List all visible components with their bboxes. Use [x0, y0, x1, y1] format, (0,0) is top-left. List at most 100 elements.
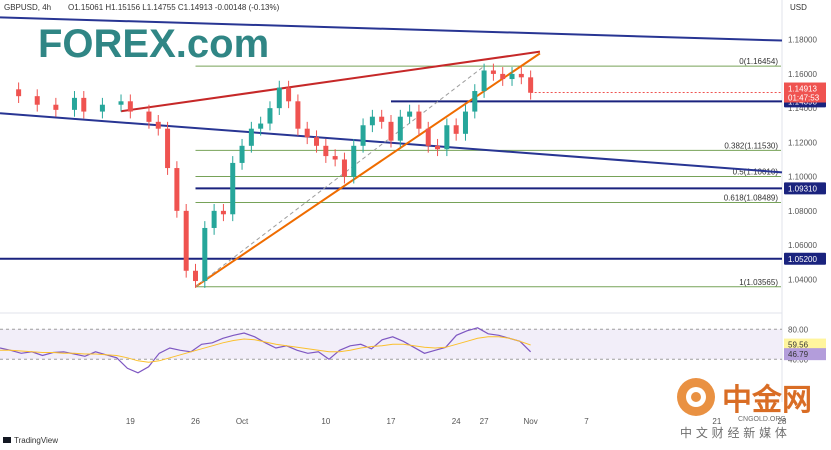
time-tick-label: Nov [524, 417, 538, 426]
support-price-label: 1.05200 [788, 255, 817, 264]
countdown-label: 01:47:53 [788, 94, 820, 103]
time-tick-label: 7 [584, 417, 589, 426]
candle-body [174, 168, 180, 211]
candle-body [379, 116, 385, 122]
candle-body [258, 123, 264, 129]
candle-body [509, 73, 515, 80]
candle-body [165, 128, 171, 169]
main-pane: 1.18000 1.16000 1.14000 1.12000 1.10000 1.080… [0, 0, 826, 426]
currency-label: USD [790, 3, 807, 12]
price-tick-label: 1.18000 [788, 36, 817, 45]
candle-body [351, 145, 357, 177]
time-tick-label: 28 [778, 417, 787, 426]
candle-body [248, 128, 254, 146]
candle-body [146, 111, 152, 122]
candle-body [183, 210, 189, 271]
fib-level-label: 0.618(1.08489) [724, 193, 779, 202]
rsi-tick-label: 80.00 [788, 325, 809, 334]
trendline-orange-support [194, 52, 541, 288]
cngold-sub-text: 中 文 财 经 新 媒 体 [680, 425, 787, 440]
cngold-logo: 中金网 CNGOLD.ORG 中 文 财 经 新 媒 体 [677, 378, 812, 440]
tradingview-brand: TradingView [14, 436, 58, 445]
time-tick-label: 24 [452, 417, 461, 426]
fib-level-label: 0.5(1.10010) [733, 167, 779, 176]
rsi-line [0, 327, 532, 374]
candle-body [528, 77, 534, 93]
candle-body [500, 73, 506, 80]
candle-body [397, 116, 403, 141]
fib-level-label: 0.382(1.11530) [724, 141, 778, 150]
time-tick-label: 10 [321, 417, 330, 426]
candle-body [230, 162, 236, 215]
rsi-ma-value: 59.56 [788, 341, 809, 350]
ohlc-label: O1.15061 H1.15156 L1.14755 C1.14913 -0.0… [68, 3, 280, 12]
candle-body [481, 70, 487, 92]
time-tick-label: Oct [236, 417, 249, 426]
time-tick-label: 26 [191, 417, 200, 426]
candle-body [444, 125, 450, 150]
candle-body [239, 145, 245, 163]
fib-level-label: 0(1.16454) [739, 57, 778, 66]
tradingview-icon [3, 437, 11, 443]
support-price-label: 1.09310 [788, 184, 817, 193]
candle-body [518, 73, 524, 78]
fib-anchor-line [195, 65, 485, 288]
price-tick-label: 1.10000 [788, 173, 817, 182]
time-tick-label: 21 [712, 417, 721, 426]
rsi-ma-tag [784, 338, 826, 351]
rsi-ma-line [0, 336, 531, 363]
candle-body [490, 70, 496, 74]
candle-body [332, 156, 338, 160]
price-tick-label: 1.04000 [788, 275, 817, 284]
price-tick-label: 1.14000 [788, 104, 817, 113]
candle-body [472, 91, 478, 112]
trendline-red-resistance [120, 50, 541, 113]
candle-body [407, 111, 413, 117]
candle-body [267, 108, 273, 124]
candle-body [388, 121, 394, 141]
forex-logo: FOREX.com [38, 22, 269, 66]
candle-body [202, 227, 208, 282]
candle-body [118, 101, 124, 105]
candle-body [34, 96, 40, 105]
candle-body [323, 145, 329, 157]
candle-body [314, 137, 320, 146]
cngold-url-text: CNGOLD.ORG [738, 416, 786, 423]
rsi-value-tag [784, 348, 826, 361]
cngold-main-text: 中金网 [722, 383, 812, 418]
current-price-tag [784, 82, 826, 103]
trendline-upper-blue [0, 16, 783, 42]
watermark-layer: FOREX.com 中金网 CNGOLD.ORG 中 文 财 经 新 媒 体 [38, 22, 812, 440]
candle-body [304, 128, 310, 138]
candle-body [435, 145, 441, 150]
candle-body [71, 97, 77, 110]
candle-body [193, 270, 198, 282]
candle-body [286, 87, 292, 102]
candle-body [127, 101, 133, 112]
candle-body [341, 159, 347, 177]
price-tick-label: 1.12000 [788, 138, 817, 147]
time-tick-label: 17 [387, 417, 396, 426]
current-price-label: 1.14913 [788, 85, 817, 94]
candle-body [425, 128, 431, 146]
candle-body [462, 111, 468, 134]
candle-body [360, 125, 366, 146]
candle-body [276, 87, 282, 109]
time-tick-label: 19 [126, 417, 135, 426]
price-tick-label: 1.08000 [788, 207, 817, 216]
candle-body [220, 210, 226, 215]
candle-body [416, 111, 422, 129]
candle-body [16, 89, 22, 97]
symbol-label: GBPUSD, 4h [4, 3, 51, 12]
rsi-value-label: 46.79 [788, 350, 809, 359]
candle-body [211, 210, 217, 228]
candle-body [155, 121, 161, 129]
candle-body [81, 97, 87, 112]
support-price-tag [784, 182, 826, 195]
price-tick-label: 1.06000 [788, 241, 817, 250]
candle-body [53, 104, 59, 110]
candle-body [453, 125, 459, 134]
time-tick-label: 27 [480, 417, 489, 426]
